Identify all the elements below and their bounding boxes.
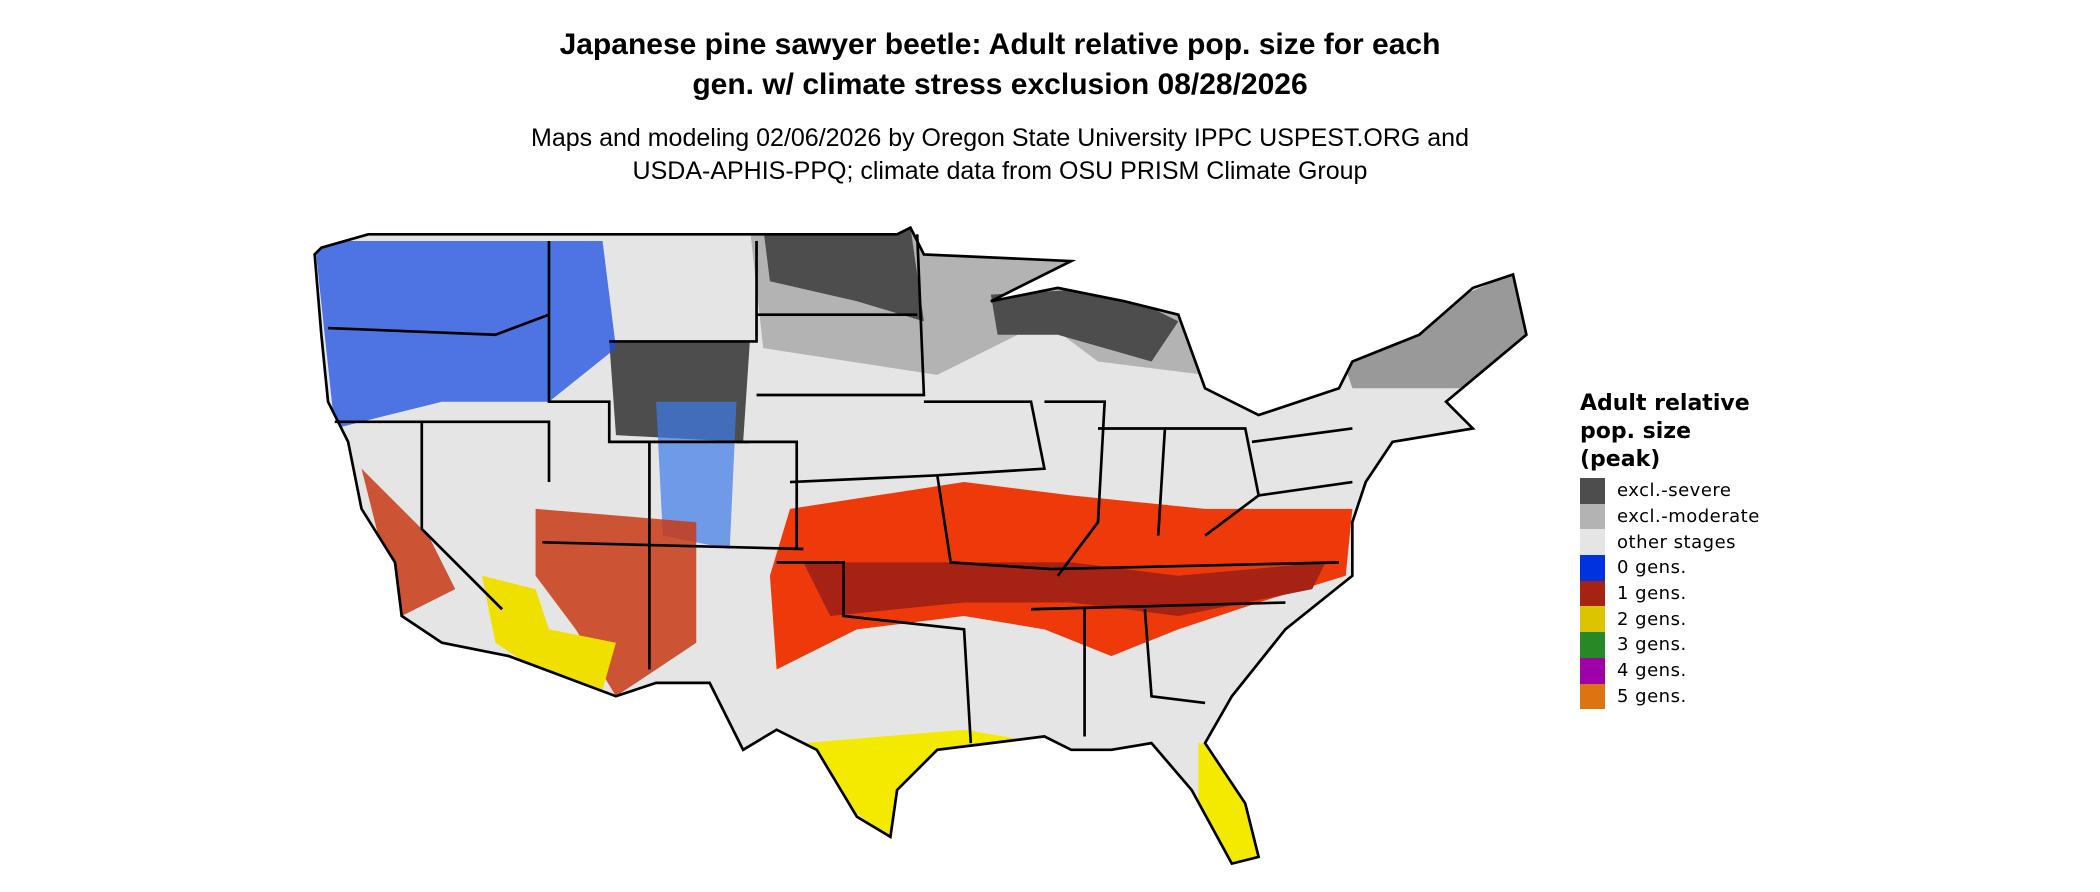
map-subtitle-line-1: Maps and modeling 02/06/2026 by Oregon S…: [531, 124, 1469, 152]
legend-swatch: [1580, 478, 1605, 504]
legend-item: other stages: [1580, 529, 1780, 556]
region-1-gens-sw: [361, 468, 697, 697]
map-title-line-1: Japanese pine sawyer beetle: Adult relat…: [559, 28, 1441, 61]
legend-label: excl.-moderate: [1617, 506, 1760, 528]
map-raster: [314, 227, 1527, 864]
legend: Adult relative pop. size (peak) excl.-se…: [1580, 390, 1780, 710]
region-1-gens-dark: [803, 562, 1326, 616]
region-2-gens-gulf: [803, 729, 1259, 864]
map-title-line-2: gen. w/ climate stress exclusion 08/28/2…: [692, 68, 1308, 101]
legend-swatch: [1580, 503, 1605, 530]
map-subtitle-line-2: USDA-APHIS-PPQ; climate data from OSU PR…: [632, 157, 1368, 185]
region-excl-severe-north: [763, 227, 1179, 362]
legend-title: Adult relative pop. size (peak): [1580, 390, 1780, 474]
legend-swatch: [1580, 657, 1605, 684]
legend-label: 0 gens.: [1617, 557, 1687, 579]
legend-item: 1 gens.: [1580, 580, 1780, 607]
region-2-gens-az: [482, 575, 616, 690]
legend-title-line: (peak): [1580, 447, 1661, 472]
legend-item: 2 gens.: [1580, 606, 1780, 633]
legend-swatch: [1580, 580, 1605, 607]
legend-swatch: [1580, 683, 1605, 710]
legend-label: 4 gens.: [1617, 660, 1687, 682]
legend-label: 1 gens.: [1617, 583, 1687, 605]
legend-title-line: Adult relative: [1580, 391, 1750, 416]
legend-item: 4 gens.: [1580, 657, 1780, 684]
legend-label: excl.-severe: [1617, 480, 1732, 502]
region-0-gens-co: [656, 401, 737, 549]
legend-label: 2 gens.: [1617, 608, 1687, 630]
legend-swatch: [1580, 529, 1605, 556]
legend-title-line: pop. size: [1580, 419, 1691, 444]
legend-swatch: [1580, 632, 1605, 658]
legend-swatch: [1580, 555, 1605, 581]
legend-label: other stages: [1617, 531, 1737, 553]
legend-item: 3 gens.: [1580, 632, 1780, 658]
legend-item: 5 gens.: [1580, 683, 1780, 710]
legend-item: 0 gens.: [1580, 555, 1780, 581]
legend-swatch: [1580, 606, 1605, 633]
legend-item: excl.-moderate: [1580, 503, 1780, 530]
legend-label: 3 gens.: [1617, 634, 1687, 656]
region-excl-ne: [1339, 267, 1527, 389]
legend-item: excl.-severe: [1580, 478, 1780, 504]
state-borders: [313, 226, 1528, 865]
legend-label: 5 gens.: [1617, 685, 1687, 707]
